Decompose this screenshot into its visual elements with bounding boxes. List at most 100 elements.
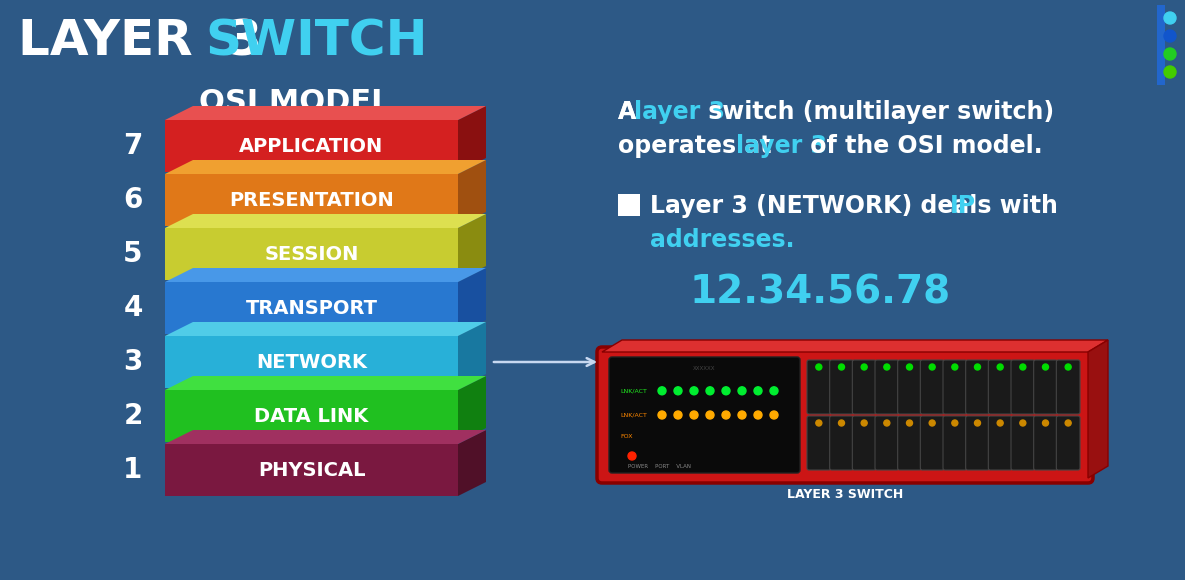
Circle shape [1043, 420, 1049, 426]
Circle shape [839, 364, 845, 370]
FancyBboxPatch shape [875, 360, 898, 414]
Polygon shape [602, 340, 1108, 352]
Text: NETWORK: NETWORK [256, 353, 367, 372]
Polygon shape [457, 160, 486, 226]
Circle shape [815, 420, 822, 426]
FancyBboxPatch shape [988, 416, 1012, 470]
Text: DATA LINK: DATA LINK [255, 407, 369, 426]
Circle shape [815, 364, 822, 370]
Circle shape [1164, 30, 1176, 42]
FancyBboxPatch shape [1157, 5, 1165, 85]
FancyBboxPatch shape [898, 360, 921, 414]
Circle shape [722, 411, 730, 419]
Circle shape [674, 387, 683, 395]
Text: 1: 1 [123, 456, 142, 484]
FancyBboxPatch shape [966, 416, 989, 470]
Circle shape [770, 387, 779, 395]
Circle shape [884, 420, 890, 426]
Text: switch (multilayer switch): switch (multilayer switch) [700, 100, 1055, 124]
FancyBboxPatch shape [1011, 416, 1035, 470]
Text: LNK/ACT: LNK/ACT [620, 388, 647, 393]
Text: 12.34.56.78: 12.34.56.78 [690, 274, 950, 312]
Circle shape [722, 387, 730, 395]
Circle shape [1043, 364, 1049, 370]
Text: SESSION: SESSION [264, 245, 359, 263]
Circle shape [706, 387, 715, 395]
Text: TRANSPORT: TRANSPORT [245, 299, 378, 317]
Circle shape [861, 364, 867, 370]
Polygon shape [165, 336, 457, 388]
Polygon shape [457, 106, 486, 172]
FancyBboxPatch shape [619, 194, 640, 216]
Circle shape [738, 411, 747, 419]
Polygon shape [165, 174, 457, 226]
Circle shape [1065, 420, 1071, 426]
FancyBboxPatch shape [1033, 360, 1057, 414]
Circle shape [974, 364, 980, 370]
Polygon shape [165, 106, 486, 120]
Polygon shape [165, 430, 486, 444]
FancyBboxPatch shape [830, 416, 853, 470]
FancyBboxPatch shape [966, 360, 989, 414]
FancyBboxPatch shape [1033, 416, 1057, 470]
FancyBboxPatch shape [921, 360, 944, 414]
Polygon shape [457, 214, 486, 280]
FancyBboxPatch shape [943, 416, 967, 470]
Circle shape [997, 420, 1004, 426]
Circle shape [706, 411, 715, 419]
Text: APPLICATION: APPLICATION [239, 136, 384, 155]
Polygon shape [165, 268, 486, 282]
FancyBboxPatch shape [852, 360, 876, 414]
Text: PHYSICAL: PHYSICAL [258, 461, 365, 480]
Text: addresses.: addresses. [651, 228, 794, 252]
Circle shape [1164, 12, 1176, 24]
Text: A: A [619, 100, 645, 124]
Polygon shape [457, 376, 486, 442]
Text: XXXXXX: XXXXXX [693, 366, 716, 371]
Text: FOX: FOX [620, 434, 633, 440]
FancyBboxPatch shape [807, 416, 831, 470]
Polygon shape [457, 268, 486, 334]
Polygon shape [165, 214, 486, 228]
Polygon shape [165, 282, 457, 334]
Text: SWITCH: SWITCH [205, 18, 428, 66]
FancyBboxPatch shape [875, 416, 898, 470]
Circle shape [952, 364, 957, 370]
Circle shape [1164, 66, 1176, 78]
Circle shape [929, 420, 935, 426]
Polygon shape [165, 228, 457, 280]
FancyBboxPatch shape [609, 357, 800, 473]
FancyBboxPatch shape [943, 360, 967, 414]
Circle shape [1020, 420, 1026, 426]
Text: layer 3: layer 3 [634, 100, 725, 124]
Circle shape [738, 387, 747, 395]
FancyBboxPatch shape [807, 360, 831, 414]
Circle shape [690, 411, 698, 419]
Circle shape [754, 411, 762, 419]
Text: 5: 5 [123, 240, 142, 268]
Polygon shape [165, 390, 457, 442]
Text: Layer 3 (NETWORK) deals with: Layer 3 (NETWORK) deals with [651, 194, 1066, 218]
Text: LAYER 3 SWITCH: LAYER 3 SWITCH [787, 488, 903, 501]
FancyBboxPatch shape [988, 360, 1012, 414]
Text: of the OSI model.: of the OSI model. [802, 134, 1043, 158]
FancyBboxPatch shape [921, 416, 944, 470]
Text: POWER    PORT    VLAN: POWER PORT VLAN [628, 464, 691, 469]
Circle shape [952, 420, 957, 426]
FancyBboxPatch shape [852, 416, 876, 470]
Circle shape [658, 387, 666, 395]
Text: 4: 4 [123, 294, 142, 322]
Polygon shape [165, 120, 457, 172]
Polygon shape [457, 430, 486, 496]
Polygon shape [165, 322, 486, 336]
Polygon shape [165, 444, 457, 496]
Circle shape [974, 420, 980, 426]
Text: IP: IP [950, 194, 976, 218]
FancyBboxPatch shape [1056, 416, 1080, 470]
Text: LAYER  3: LAYER 3 [18, 18, 297, 66]
Circle shape [839, 420, 845, 426]
Text: operates at: operates at [619, 134, 780, 158]
Text: 6: 6 [123, 186, 142, 214]
Circle shape [929, 364, 935, 370]
Text: OSI MODEL: OSI MODEL [199, 88, 391, 117]
